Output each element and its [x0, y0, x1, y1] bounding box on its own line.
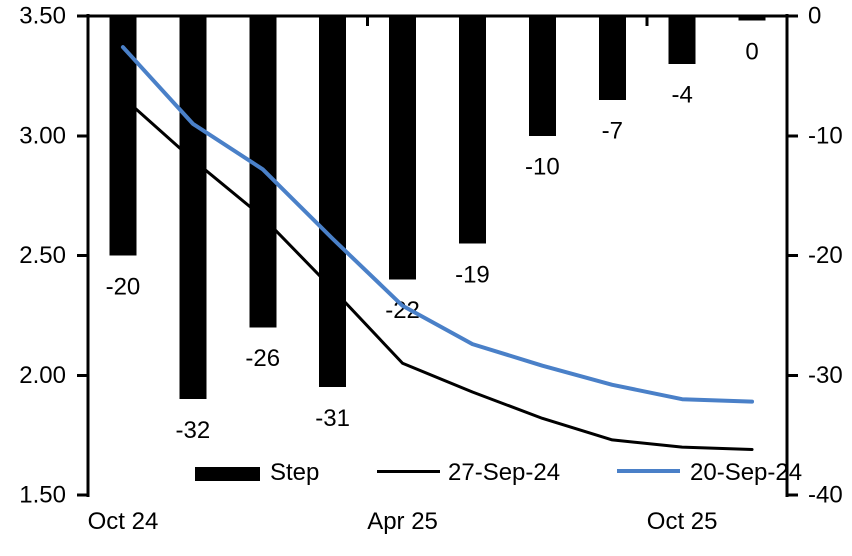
bar-value-label: -31: [315, 405, 350, 432]
legend-27-sep-24-swatch: [377, 470, 440, 473]
step-bar: [109, 16, 137, 256]
legend-20-sep-24-swatch: [617, 469, 680, 473]
legend-20-sep-24-label: 20-Sep-24: [690, 459, 803, 486]
step-bar: [598, 16, 626, 100]
bar-value-label: -4: [671, 82, 692, 109]
line-20-sep-24: [120, 45, 755, 404]
step-bar: [389, 16, 417, 280]
bar-value-label: -7: [602, 118, 623, 145]
step-bar: [668, 16, 696, 64]
x-axis-label: Oct 24: [88, 508, 159, 535]
left-axis-tick-label: 2.00: [19, 362, 66, 389]
step-bar: [528, 16, 556, 136]
legend-27-sep-24-label: 27-Sep-24: [448, 459, 561, 486]
x-axis-label: Oct 25: [647, 508, 718, 535]
right-axis-tick-label: -10: [808, 122, 843, 149]
left-axis-tick-label: 2.50: [19, 242, 66, 269]
right-axis-tick-label: -20: [808, 242, 843, 269]
line-27-sep-24: [121, 95, 754, 451]
bar-value-label: -19: [455, 261, 490, 288]
right-axis-tick-label: 0: [808, 3, 821, 30]
left-axis-tick-label: 3.50: [19, 3, 66, 30]
right-axis-tick-label: -40: [808, 482, 843, 509]
bar-value-label: -26: [245, 345, 280, 372]
left-axis-tick-label: 1.50: [19, 482, 66, 509]
right-axis-tick-label: -30: [808, 362, 843, 389]
bar-value-label: 0: [745, 38, 758, 65]
step-bar: [319, 16, 347, 388]
legend-step-label: Step: [270, 459, 320, 486]
x-axis-label: Apr 25: [367, 508, 438, 535]
bar-value-label: -20: [106, 273, 141, 300]
bar-value-label: -32: [176, 417, 211, 444]
legend-step-swatch: [195, 467, 260, 481]
bar-value-label: -10: [525, 154, 560, 181]
step-bar: [738, 16, 766, 21]
step-bar: [179, 16, 207, 400]
step-bar: [458, 16, 486, 244]
left-axis-tick-label: 3.00: [19, 122, 66, 149]
